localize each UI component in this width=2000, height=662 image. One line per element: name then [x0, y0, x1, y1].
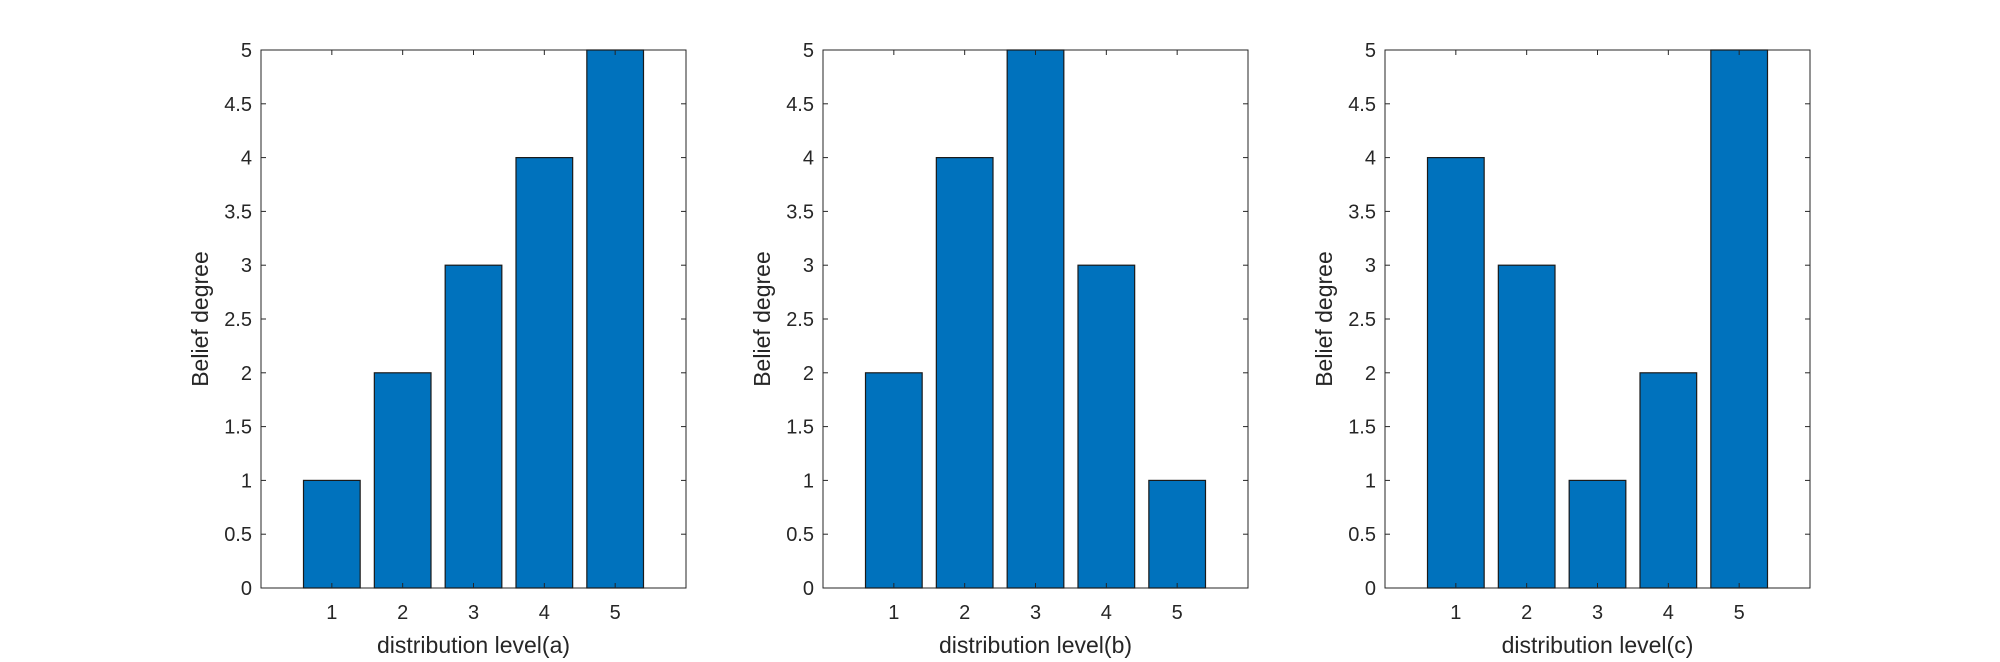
bar-2: [1497, 264, 1556, 589]
y-tick-label: 5: [1365, 40, 1376, 62]
x-tick-label: 4: [1663, 602, 1674, 624]
y-tick-label: 0.5: [786, 524, 814, 546]
y-tick-label: 0: [241, 578, 252, 600]
y-tick-label: 1: [803, 470, 814, 492]
y-tick-label: 2.5: [786, 309, 814, 331]
bar-3: [444, 264, 503, 589]
x-tick-label: 4: [1101, 602, 1112, 624]
chart-panel-3: 1 2 3 4 5 0 0.5 1 1.5 2 2.5 3 3.5 4 4.5 5 distribution l…: [1311, 40, 1811, 658]
y-tick-label: 3.5: [786, 201, 814, 223]
bar-3: [1006, 49, 1065, 589]
y-tick-label: 3: [803, 255, 814, 277]
x-tick-label: 5: [1734, 602, 1745, 624]
y-tick-label: 4: [1365, 148, 1376, 170]
y-tick-label: 1.5: [786, 417, 814, 439]
x-tick-label: 1: [888, 602, 899, 624]
bar-5: [1710, 49, 1769, 589]
x-axis-label: distribution level(a): [377, 632, 570, 658]
y-tick-label: 1: [241, 470, 252, 492]
y-axis-label: Belief degree: [187, 251, 213, 387]
bar-1: [302, 479, 361, 589]
y-tick-label: 2: [241, 363, 252, 385]
y-axis-label: Belief degree: [1311, 251, 1337, 387]
x-tick-label: 4: [539, 602, 550, 624]
x-tick-label: 1: [1450, 602, 1461, 624]
y-tick-label: 2: [1365, 363, 1376, 385]
y-tick-label: 4: [241, 148, 252, 170]
y-tick-label: 3.5: [1348, 201, 1376, 223]
bar-4: [1639, 372, 1698, 589]
y-tick-label: 2.5: [1348, 309, 1376, 331]
x-tick-label: 5: [1172, 602, 1183, 624]
y-tick-label: 2.5: [224, 309, 252, 331]
y-tick-label: 5: [241, 40, 252, 62]
y-tick-label: 2: [803, 363, 814, 385]
x-tick-label: 3: [1030, 602, 1041, 624]
x-tick-label: 5: [610, 602, 621, 624]
x-tick-label: 2: [397, 602, 408, 624]
bar-1: [864, 372, 923, 589]
y-tick-label: 0: [1365, 578, 1376, 600]
y-tick-label: 0: [803, 578, 814, 600]
y-tick-label: 4.5: [224, 94, 252, 116]
bar-4: [515, 157, 574, 589]
bar-5: [1148, 479, 1207, 589]
y-axis-label: Belief degree: [749, 251, 775, 387]
y-tick-label: 0.5: [224, 524, 252, 546]
bar-2: [373, 372, 432, 589]
chart-panel-1: 1 2 3 4 5 0 0.5 1 1.5 2 2.5 3 3.5 4 4.5 5 distribution l…: [187, 40, 687, 658]
x-axis-label: distribution level(c): [1502, 632, 1694, 658]
y-tick-label: 1.5: [1348, 417, 1376, 439]
y-tick-label: 3: [241, 255, 252, 277]
x-tick-label: 3: [468, 602, 479, 624]
bar-2: [935, 157, 994, 589]
x-tick-label: 2: [959, 602, 970, 624]
y-tick-label: 3.5: [224, 201, 252, 223]
x-axis-label: distribution level(b): [939, 632, 1132, 658]
y-tick-label: 1.5: [224, 417, 252, 439]
y-tick-label: 4.5: [786, 94, 814, 116]
x-tick-label: 2: [1521, 602, 1532, 624]
bar-5: [586, 49, 645, 589]
chart-panel-2: 1 2 3 4 5 0 0.5 1 1.5 2 2.5 3 3.5 4 4.5 5 distribution l…: [749, 40, 1249, 658]
y-tick-label: 3: [1365, 255, 1376, 277]
bar-3: [1568, 479, 1627, 589]
y-tick-label: 1: [1365, 470, 1376, 492]
y-tick-label: 4.5: [1348, 94, 1376, 116]
y-tick-label: 0.5: [1348, 524, 1376, 546]
y-tick-label: 5: [803, 40, 814, 62]
x-tick-label: 3: [1592, 602, 1603, 624]
y-tick-label: 4: [803, 148, 814, 170]
x-tick-label: 1: [326, 602, 337, 624]
bar-1: [1426, 157, 1485, 589]
bar-4: [1077, 264, 1136, 589]
